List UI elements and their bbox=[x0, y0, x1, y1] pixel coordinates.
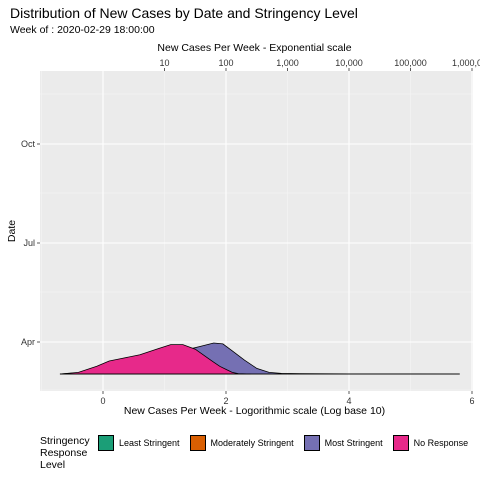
x-top-tick-label: 100 bbox=[218, 58, 233, 68]
x-top-tick-label: 10 bbox=[159, 58, 169, 68]
legend-label: Most Stringent bbox=[324, 438, 383, 448]
legend-key bbox=[392, 435, 409, 451]
x-tick-label: 0 bbox=[100, 396, 105, 406]
x-tick-label: 6 bbox=[469, 396, 474, 406]
x-tick-label: 4 bbox=[346, 396, 351, 406]
legend-item-moderately-stringent: Moderately Stringent bbox=[189, 435, 294, 451]
chart-title: Distribution of New Cases by Date and St… bbox=[10, 5, 358, 21]
legend-item-least-stringent: Least Stringent bbox=[98, 435, 180, 451]
y-tick-label: Jul bbox=[23, 238, 35, 248]
legend-item-no-response: No Response bbox=[392, 435, 469, 451]
x-axis-title: New Cases Per Week - Logorithmic scale (… bbox=[124, 405, 385, 417]
x-top-tick-label: 1,000 bbox=[276, 58, 299, 68]
legend-title-line: Level bbox=[40, 459, 66, 471]
legend: Stringency Response Level Least Stringen… bbox=[40, 435, 478, 471]
x-top-tick-label: 10,000 bbox=[335, 58, 363, 68]
x-top-tick-label: 1,000,000 bbox=[452, 58, 480, 68]
legend-label: Moderately Stringent bbox=[210, 438, 294, 448]
density-no-response bbox=[59, 344, 251, 375]
legend-key bbox=[189, 435, 206, 451]
legend-item-most-stringent: Most Stringent bbox=[303, 435, 383, 451]
x-top-tick-label: 100,000 bbox=[394, 58, 427, 68]
legend-label: Least Stringent bbox=[119, 438, 180, 448]
plot-panel bbox=[40, 71, 473, 391]
legend-title: Stringency Response Level bbox=[40, 435, 98, 471]
x-top-axis-title: New Cases Per Week - Exponential scale bbox=[157, 42, 351, 54]
y-tick-label: Apr bbox=[21, 337, 35, 347]
legend-title-line: Response bbox=[40, 447, 88, 459]
legend-key bbox=[98, 435, 114, 451]
y-tick-label: Oct bbox=[21, 139, 36, 149]
x-tick-label: 2 bbox=[223, 396, 228, 406]
y-axis-title: Date bbox=[6, 220, 18, 242]
legend-label: No Response bbox=[413, 438, 469, 448]
legend-key bbox=[303, 435, 320, 451]
chart-subtitle: Week of : 2020-02-29 18:00:00 bbox=[10, 24, 155, 36]
legend-title-line: Stringency bbox=[40, 435, 90, 447]
